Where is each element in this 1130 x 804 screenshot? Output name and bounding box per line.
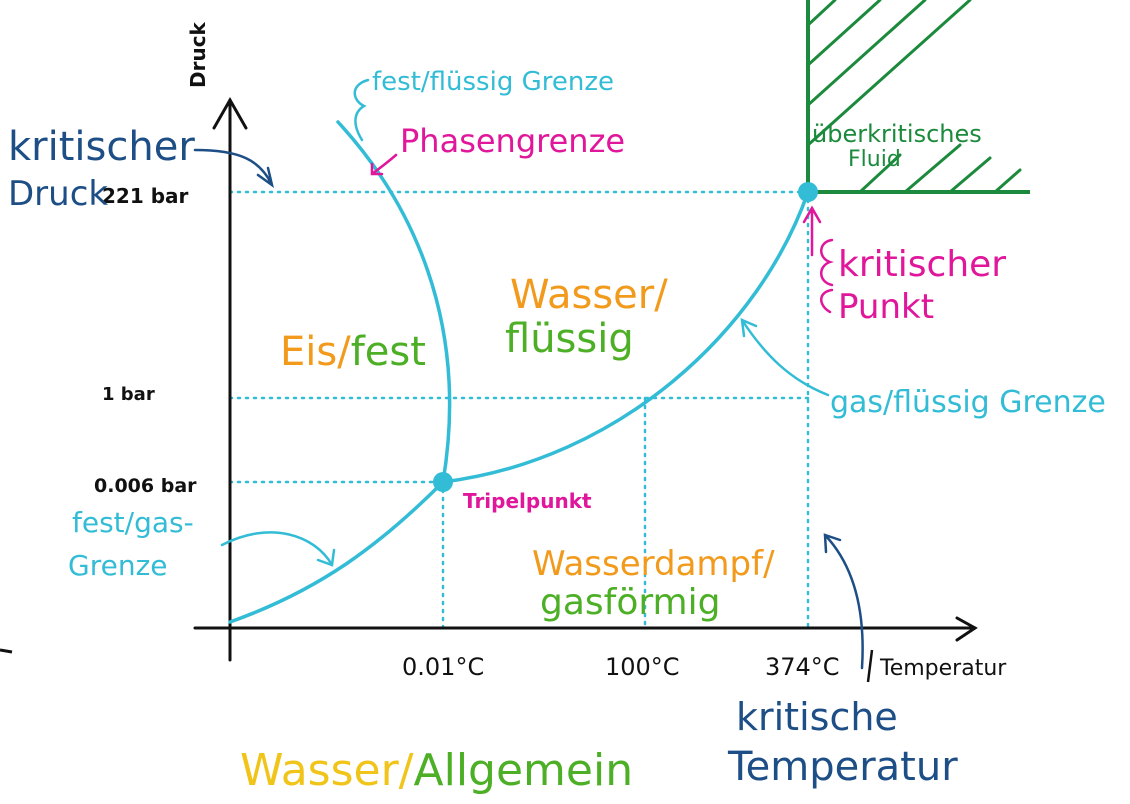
- supercritical-boundary: [806, 0, 1030, 194]
- footer-title-part2: Allgemein: [414, 745, 634, 796]
- fest-gas-label-line1: fest/gas-: [72, 506, 194, 539]
- x-axis-arrowhead: [955, 616, 978, 642]
- kritische-temp-line1: kritische: [736, 695, 898, 739]
- kritischer-punkt-line2: Punkt: [838, 287, 934, 327]
- kritischer-punkt-arrow: [802, 205, 822, 257]
- tripelpunkt-label: Tripelpunkt: [463, 489, 592, 513]
- solid-gas-curve: [228, 480, 445, 624]
- kritischer-punkt-line1: kritischer: [838, 244, 1006, 285]
- y-axis-arrowhead: [212, 96, 248, 130]
- dampf-label-line1: Wasserdampf/: [532, 544, 775, 584]
- temperatur-separator: [866, 649, 874, 683]
- fest-fluessig-label: fest/flüssig Grenze: [372, 67, 614, 97]
- fest-gas-label-line2: Grenze: [68, 549, 168, 582]
- ueberkritisches-line2: Fluid: [848, 147, 901, 172]
- margin-mark: [0, 648, 13, 654]
- supercritical-region: [806, 0, 1030, 194]
- eis-label: Eis/fest: [280, 329, 426, 375]
- eis-label-part1: Eis/: [280, 329, 351, 375]
- tick-100c: 100°C: [605, 653, 680, 681]
- kritischer-punkt-bracket: [820, 238, 834, 314]
- liquid-gas-curve: [441, 190, 810, 484]
- fest-fluessig-bracket: [353, 78, 370, 142]
- kritischer-druck-arrow: [193, 148, 274, 188]
- footer-title-part1: Wasser/: [240, 745, 414, 796]
- gas-fluessig-arrow: [740, 317, 830, 397]
- tick-0006bar: 0.006 bar: [94, 475, 197, 497]
- tick-001c: 0.01°C: [402, 653, 484, 681]
- tick-374c: 374°C: [765, 653, 840, 681]
- wasser-label-line2: flüssig: [505, 316, 634, 362]
- phasengrenze-arrow: [370, 153, 398, 176]
- axes: [193, 96, 978, 662]
- kritische-temp-line2: Temperatur: [727, 744, 958, 790]
- kritischer-druck-line1: kritischer: [8, 124, 195, 170]
- y-axis-label: Druck: [186, 21, 210, 88]
- solid-liquid-curve: [336, 120, 452, 484]
- gas-fluessig-label: gas/flüssig Grenze: [830, 385, 1106, 420]
- x-axis-label: Temperatur: [879, 656, 1007, 681]
- wasser-label-line1: Wasser/: [510, 272, 668, 318]
- dampf-label-line2: gasförmig: [540, 582, 720, 623]
- fest-gas-arrow: [220, 531, 336, 567]
- tick-221bar: 221 bar: [102, 184, 189, 208]
- kritische-temp-arrow: [823, 533, 864, 670]
- ueberkritisches-line1: überkritisches: [812, 120, 982, 148]
- kritischer-druck-line2: Druck: [8, 174, 108, 214]
- triple-point-marker: [433, 472, 453, 492]
- critical-point-marker: [798, 182, 818, 202]
- footer-title: Wasser/Allgemein: [240, 745, 633, 796]
- phase-curves: [228, 120, 810, 624]
- phasengrenze-label: Phasengrenze: [400, 122, 625, 160]
- eis-label-part2: fest: [351, 329, 426, 375]
- guide-lines: [228, 190, 810, 630]
- tick-1bar: 1 bar: [102, 384, 155, 405]
